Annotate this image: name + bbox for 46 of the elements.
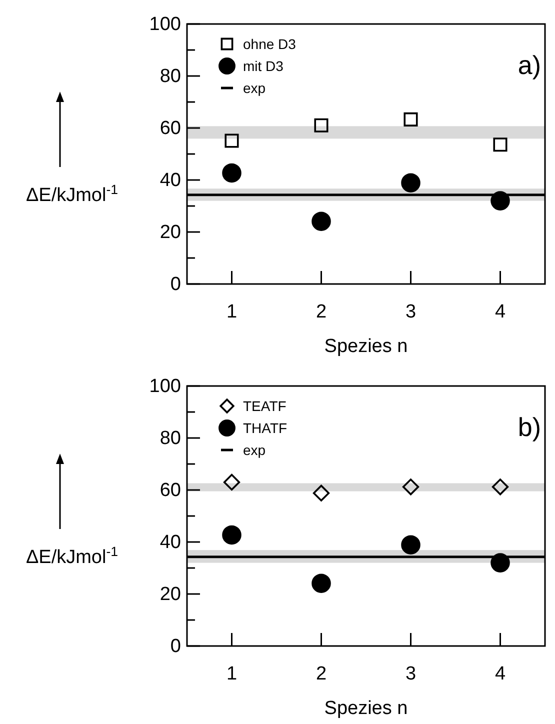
legend-label: THATF	[243, 420, 288, 436]
point	[224, 134, 239, 148]
point	[314, 118, 328, 132]
x-tick-label: 2	[316, 663, 327, 684]
y-tick-label: 80	[160, 428, 181, 450]
point	[312, 574, 331, 593]
point	[492, 478, 509, 496]
y-tick-label: 60	[160, 480, 181, 502]
point	[312, 484, 330, 502]
x-tick-label: 2	[316, 301, 327, 322]
x-tick-label: 1	[226, 301, 238, 322]
legend-label: exp	[243, 80, 266, 96]
legend-label: mit D3	[243, 58, 284, 74]
y-tick-label: 60	[160, 118, 181, 140]
point	[222, 525, 242, 545]
y-tick-label: 100	[149, 14, 181, 36]
y-axis-title: ΔE/kJmol$^{-1}$	[26, 543, 118, 568]
legend-label: TEATF	[243, 398, 286, 414]
x-axis-title: Spezies n	[324, 698, 408, 719]
annotation: b)	[518, 412, 541, 442]
legend-label: ohne D3	[243, 36, 296, 52]
x-tick-label: 1	[226, 663, 238, 684]
point	[401, 173, 420, 192]
y-tick-label: 40	[160, 532, 181, 554]
y-tick-label: 0	[170, 636, 181, 658]
x-axis-title: Spezies n	[324, 336, 408, 357]
legend-label: exp	[243, 442, 266, 458]
y-tick-label: 80	[160, 66, 181, 88]
y-axis-title: ΔE/kJmol$^{-1}$	[26, 181, 118, 206]
x-tick-label: 3	[405, 301, 416, 322]
point	[223, 474, 240, 491]
x-tick-label: 4	[494, 301, 506, 322]
y-tick-label: 20	[160, 584, 181, 606]
annotation: a)	[518, 50, 541, 80]
point	[404, 112, 418, 126]
point	[493, 138, 508, 152]
y-tick-label: 100	[149, 376, 181, 398]
y-tick-label: 40	[160, 170, 181, 192]
y-tick-label: 0	[170, 274, 181, 296]
x-tick-label: 4	[494, 663, 506, 684]
point	[222, 163, 242, 183]
point	[402, 478, 420, 496]
x-tick-label: 3	[405, 663, 416, 684]
point	[401, 535, 420, 554]
point	[312, 212, 331, 231]
y-tick-label: 20	[160, 222, 181, 244]
